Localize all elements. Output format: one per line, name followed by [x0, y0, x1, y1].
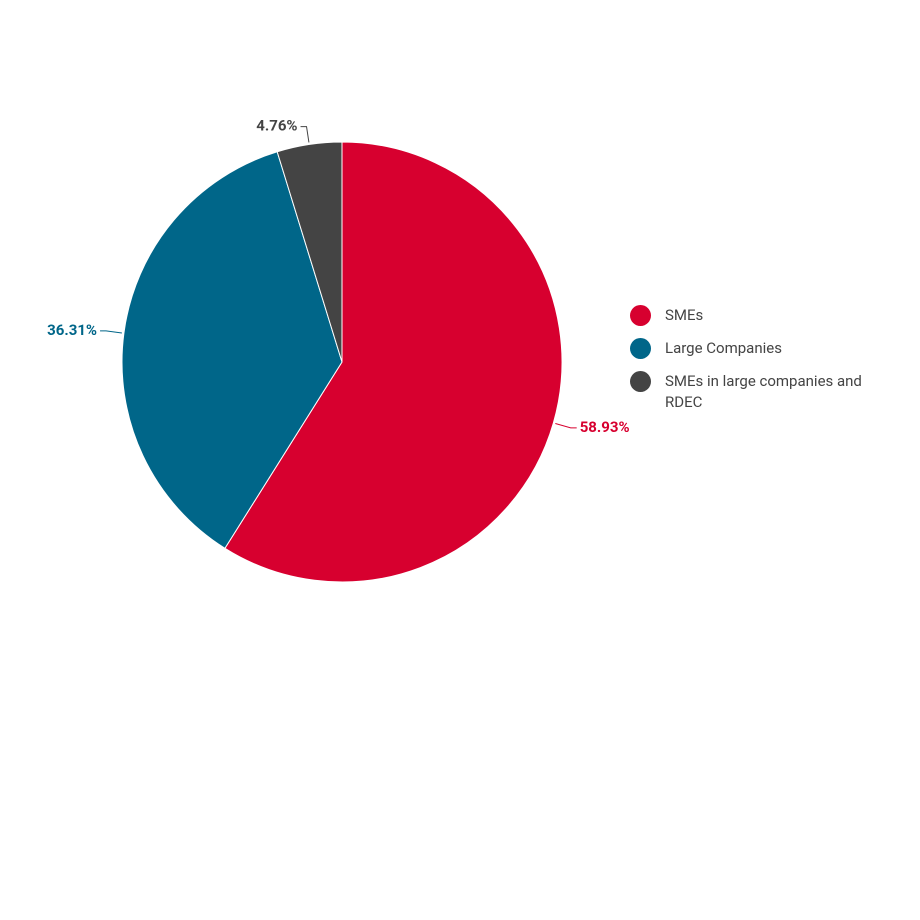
legend-swatch: [630, 305, 651, 326]
leader-line: [300, 126, 310, 143]
legend-swatch: [630, 338, 651, 359]
pie-slice: [224, 141, 563, 583]
data-label: 36.31%: [47, 321, 97, 339]
leader-line: [100, 330, 122, 334]
data-label: 58.93%: [580, 418, 630, 436]
legend-label: Large Companies: [665, 339, 782, 357]
legend-label: SMEs: [665, 306, 704, 324]
legend-item: SMEs: [630, 305, 870, 326]
leader-line: [555, 422, 577, 429]
pie-slice: [276, 141, 343, 363]
legend-item: SMEs in large companies and RDEC: [630, 371, 870, 413]
legend-label: SMEs in large companies and RDEC: [665, 372, 862, 411]
legend-swatch: [630, 371, 651, 392]
pie-slice: [121, 151, 343, 549]
legend-item: Large Companies: [630, 338, 870, 359]
legend: SMEs Large Companies SMEs in large compani…: [630, 305, 870, 425]
data-label: 4.76%: [256, 117, 297, 135]
